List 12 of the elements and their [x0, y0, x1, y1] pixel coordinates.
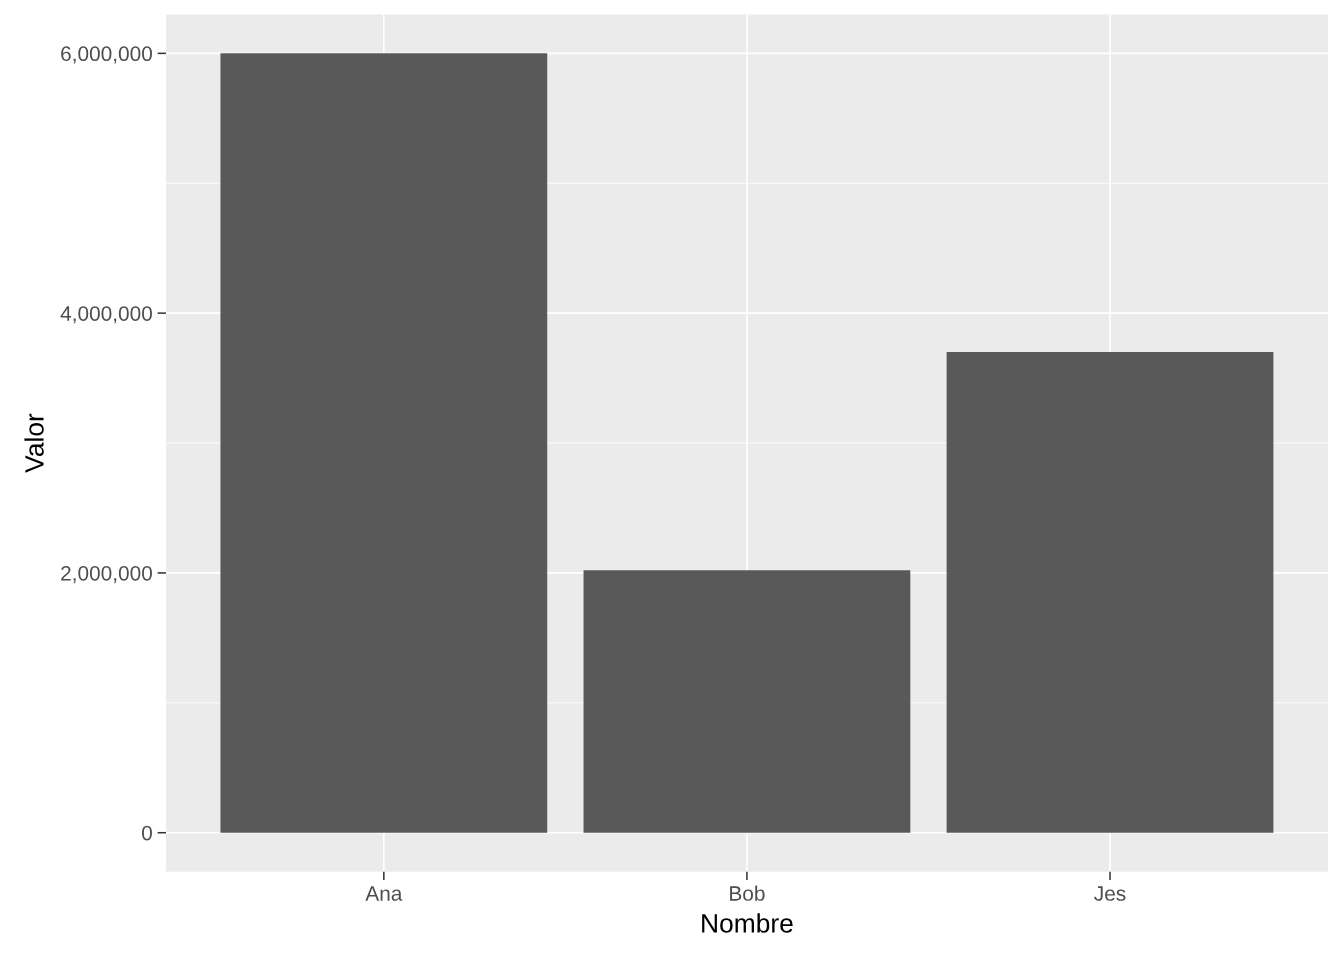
x-tick-label: Jes: [1094, 886, 1126, 901]
bar: [946, 352, 1274, 833]
x-tick-label: Ana: [365, 886, 403, 901]
y-tick-label: 2,000,000: [61, 565, 152, 584]
y-tick-label: 0: [142, 825, 152, 841]
y-axis-title: Valor: [24, 413, 44, 473]
y-tick-label: 4,000,000: [60, 306, 152, 324]
x-tick-label: Bob: [730, 885, 765, 901]
x-axis-title: Nombre: [702, 913, 793, 933]
y-tick-label: 6,000,000: [61, 46, 152, 64]
bar: [583, 570, 911, 833]
bar: [220, 53, 548, 833]
